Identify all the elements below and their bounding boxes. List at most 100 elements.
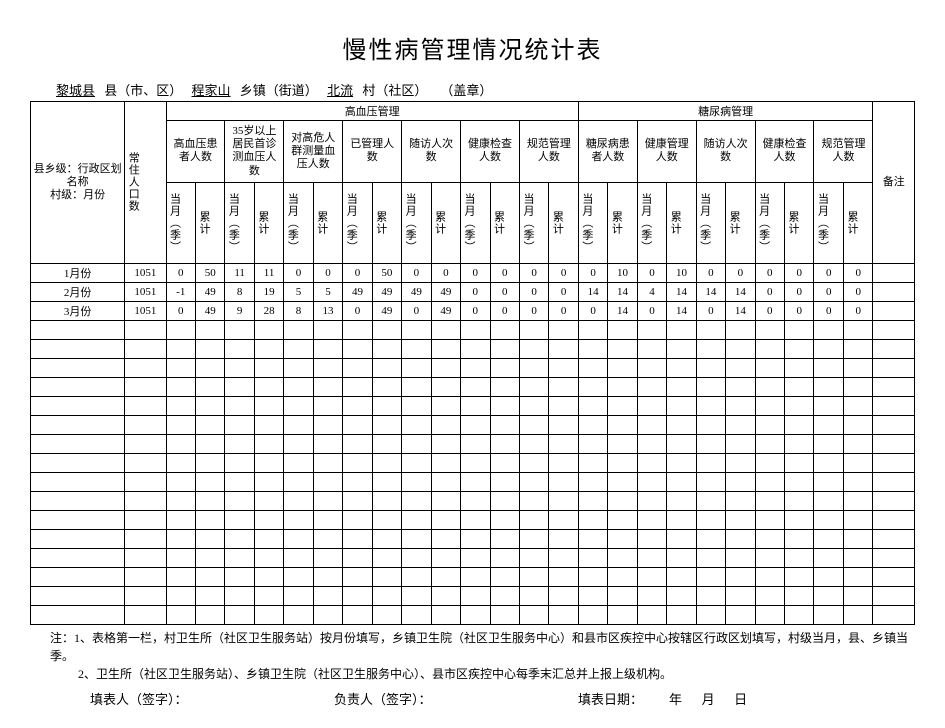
cell-empty bbox=[313, 586, 342, 605]
cell-empty bbox=[125, 434, 166, 453]
cell-empty bbox=[31, 548, 125, 567]
cell-empty bbox=[490, 415, 519, 434]
cell-empty bbox=[873, 453, 915, 472]
cell-empty bbox=[578, 434, 607, 453]
cell-empty bbox=[402, 320, 431, 339]
cell-empty bbox=[755, 396, 784, 415]
cell-empty bbox=[608, 491, 637, 510]
cell-empty bbox=[608, 605, 637, 624]
cell-empty bbox=[755, 491, 784, 510]
th-month-col: 当月（季） bbox=[225, 182, 254, 263]
cell-empty bbox=[490, 605, 519, 624]
cell-empty bbox=[254, 453, 283, 472]
cell-empty bbox=[549, 529, 578, 548]
cell-empty bbox=[490, 434, 519, 453]
cell-empty bbox=[785, 434, 814, 453]
cell-empty bbox=[343, 415, 372, 434]
cell-empty bbox=[195, 339, 224, 358]
cell-value: 11 bbox=[254, 263, 283, 282]
cell-value: 11 bbox=[225, 263, 254, 282]
th-dm-health: 健康检查人数 bbox=[755, 121, 814, 183]
cell-empty bbox=[637, 605, 666, 624]
cell-empty bbox=[519, 358, 548, 377]
cell-empty bbox=[696, 320, 725, 339]
cell-empty bbox=[755, 339, 784, 358]
cell-empty bbox=[225, 453, 254, 472]
cell-empty bbox=[726, 339, 755, 358]
cell-empty bbox=[578, 415, 607, 434]
cell-empty bbox=[343, 472, 372, 491]
cell-empty bbox=[461, 339, 490, 358]
cell-empty bbox=[490, 377, 519, 396]
cell-empty bbox=[549, 434, 578, 453]
cell-value: 0 bbox=[490, 301, 519, 320]
cell-empty bbox=[490, 586, 519, 605]
cell-empty bbox=[313, 605, 342, 624]
th-total-col: 累计 bbox=[490, 182, 519, 263]
cell-empty bbox=[519, 320, 548, 339]
cell-empty bbox=[873, 529, 915, 548]
th-month-col: 当月（季） bbox=[519, 182, 548, 263]
cell-empty bbox=[284, 510, 313, 529]
cell-empty bbox=[726, 377, 755, 396]
cell-empty bbox=[578, 320, 607, 339]
cell-empty bbox=[873, 339, 915, 358]
th-hbp-over35: 35岁以上居民首诊测血压人数 bbox=[225, 121, 284, 183]
cell-empty bbox=[814, 339, 843, 358]
cell-empty bbox=[431, 396, 460, 415]
cell-empty bbox=[726, 453, 755, 472]
cell-empty bbox=[166, 415, 195, 434]
cell-empty bbox=[254, 339, 283, 358]
cell-empty bbox=[313, 567, 342, 586]
cell-empty bbox=[696, 339, 725, 358]
cell-value: 0 bbox=[785, 263, 814, 282]
cell-value: 0 bbox=[313, 263, 342, 282]
cell-value: 0 bbox=[343, 263, 372, 282]
cell-empty bbox=[166, 453, 195, 472]
cell-empty bbox=[519, 472, 548, 491]
cell-empty bbox=[225, 605, 254, 624]
cell-empty bbox=[637, 472, 666, 491]
cell-value: 0 bbox=[785, 301, 814, 320]
cell-empty bbox=[490, 472, 519, 491]
cell-empty bbox=[873, 491, 915, 510]
cell-empty bbox=[814, 358, 843, 377]
cell-empty bbox=[843, 415, 873, 434]
cell-value: 0 bbox=[549, 263, 578, 282]
cell-empty bbox=[313, 396, 342, 415]
table-row: 3月份105104992881304904900000140140140000 bbox=[31, 301, 915, 320]
cell-empty bbox=[166, 510, 195, 529]
cell-empty bbox=[431, 510, 460, 529]
cell-empty bbox=[873, 320, 915, 339]
cell-empty bbox=[31, 529, 125, 548]
cell-empty bbox=[490, 510, 519, 529]
th-month-col: 当月（季） bbox=[166, 182, 195, 263]
cell-empty bbox=[814, 472, 843, 491]
cell-empty bbox=[461, 510, 490, 529]
cell-empty bbox=[461, 586, 490, 605]
cell-empty bbox=[549, 396, 578, 415]
cell-value: 50 bbox=[372, 263, 401, 282]
th-total-col: 累计 bbox=[372, 182, 401, 263]
cell-empty bbox=[372, 320, 401, 339]
cell-value: 0 bbox=[578, 301, 607, 320]
cell-empty bbox=[549, 548, 578, 567]
cell-empty bbox=[726, 529, 755, 548]
cell-value: 0 bbox=[726, 263, 755, 282]
cell-empty bbox=[726, 548, 755, 567]
cell-empty bbox=[519, 377, 548, 396]
th-dm-group: 糖尿病管理 bbox=[578, 102, 873, 121]
cell-empty bbox=[254, 548, 283, 567]
cell-empty bbox=[402, 396, 431, 415]
cell-empty bbox=[637, 339, 666, 358]
cell-value: 0 bbox=[343, 301, 372, 320]
cell-empty bbox=[755, 472, 784, 491]
cell-empty bbox=[125, 605, 166, 624]
th-dm-managed: 健康管理人数 bbox=[637, 121, 696, 183]
cell-empty bbox=[461, 396, 490, 415]
cell-empty bbox=[843, 358, 873, 377]
cell-empty bbox=[696, 453, 725, 472]
cell-empty bbox=[549, 415, 578, 434]
cell-empty bbox=[843, 510, 873, 529]
cell-empty bbox=[343, 377, 372, 396]
